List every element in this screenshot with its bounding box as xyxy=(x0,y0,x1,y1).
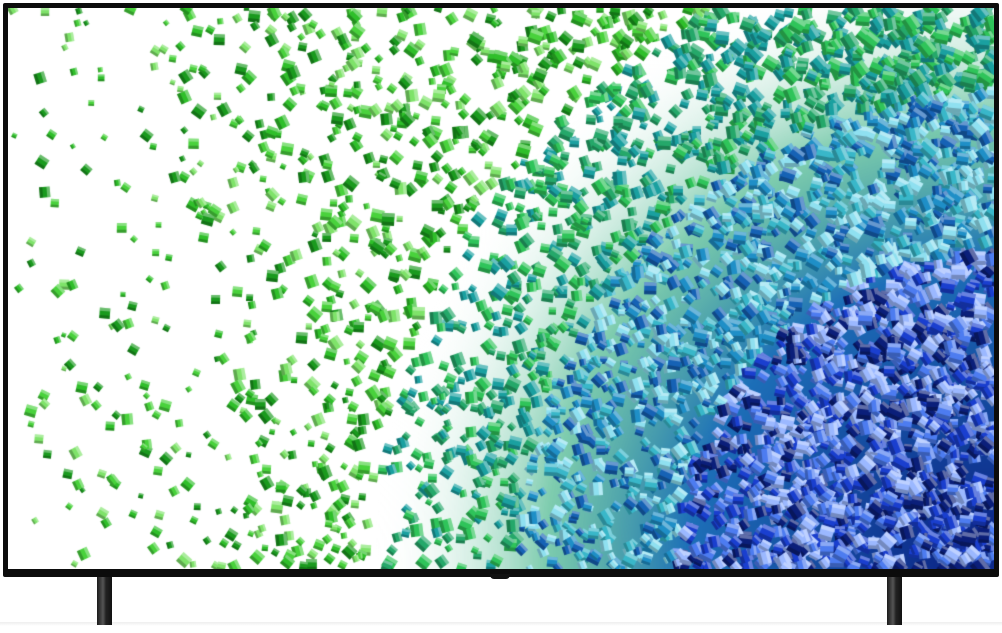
floor-shadow xyxy=(0,622,1002,626)
screen-cubes-image xyxy=(8,8,994,569)
tv-screen xyxy=(8,8,994,569)
ir-sensor xyxy=(490,574,510,579)
stand-leg-right xyxy=(887,577,902,625)
television xyxy=(3,3,999,577)
stand-leg-left xyxy=(97,577,112,625)
